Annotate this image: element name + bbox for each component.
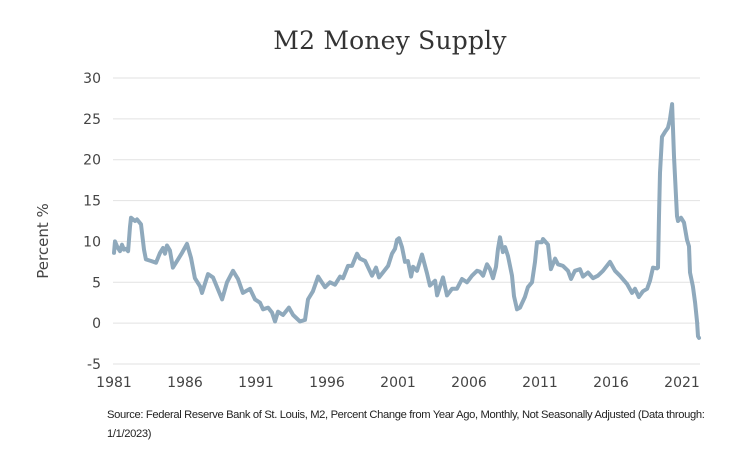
y-axis-ticks: 30 25 20 15 10 5 0 -5 <box>83 71 101 373</box>
y-tick-label: 15 <box>83 194 101 210</box>
y-tick-label: 10 <box>83 234 101 250</box>
series-layer <box>112 102 701 340</box>
x-tick-label: 2021 <box>664 375 700 391</box>
gridlines <box>113 77 700 365</box>
x-tick-label: 1986 <box>167 375 203 391</box>
x-tick-label: 1996 <box>309 375 345 391</box>
y-tick-label: 0 <box>92 316 101 332</box>
data-points <box>113 104 700 338</box>
x-tick-label: 2006 <box>451 375 487 391</box>
source-note: Source: Federal Reserve Bank of St. Loui… <box>107 409 705 440</box>
x-tick-label: 1981 <box>96 375 132 391</box>
y-axis-label: Percent % <box>34 203 52 278</box>
y-tick-label: 25 <box>83 112 101 128</box>
y-tick-label: 20 <box>83 153 101 169</box>
x-tick-label: 1991 <box>238 375 274 391</box>
y-tick-label: -5 <box>87 357 101 373</box>
x-axis-ticks: 1981 1986 1991 1996 2001 2006 2011 2016 2021 <box>96 375 700 391</box>
x-tick-label: 2016 <box>593 375 629 391</box>
x-tick-label: 2001 <box>380 375 416 391</box>
series-line-m2 <box>112 102 701 340</box>
y-tick-label: 5 <box>92 275 101 291</box>
y-tick-label: 30 <box>83 71 101 87</box>
line-chart: 30 25 20 15 10 5 0 -5 1981 1986 1991 1996 2001 2006 2… <box>34 71 701 391</box>
x-tick-label: 2011 <box>522 375 558 391</box>
chart-title: M2 Money Supply <box>273 26 507 55</box>
